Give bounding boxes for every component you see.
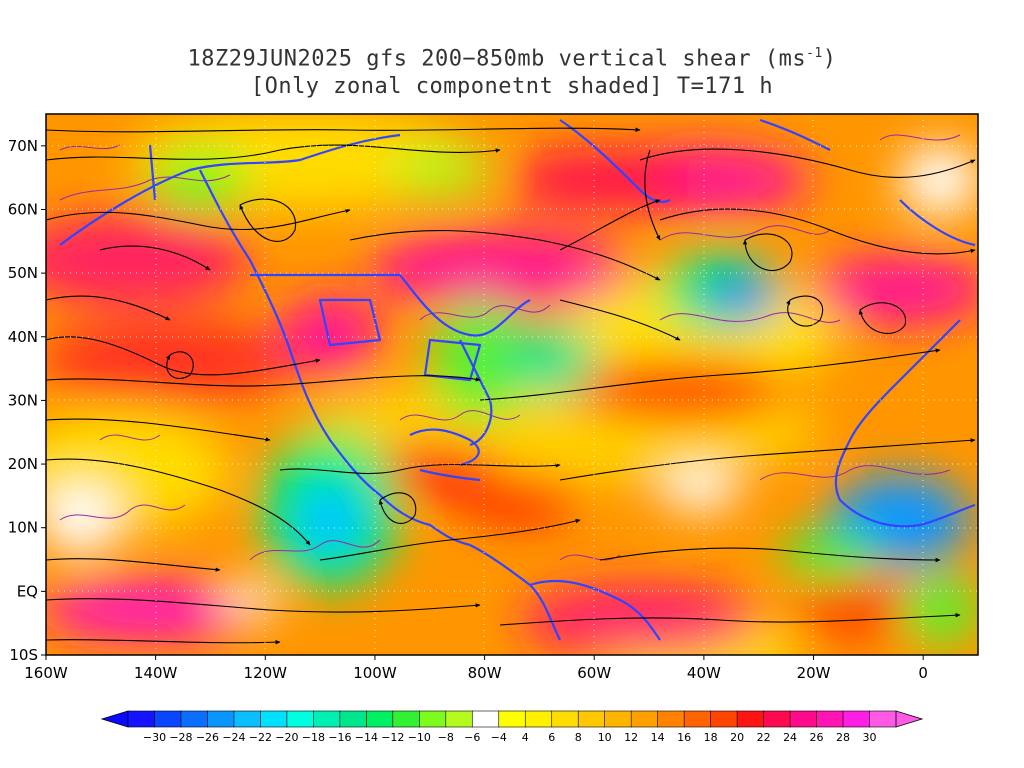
colorbar-label: −8 bbox=[438, 731, 454, 744]
colorbar-swatch bbox=[763, 710, 791, 728]
colorbar-swatch bbox=[577, 710, 606, 728]
lon-tick-label: 0 bbox=[918, 664, 928, 682]
streamlines bbox=[46, 127, 976, 645]
colorbar-swatch bbox=[392, 710, 420, 728]
colorbar-swatch bbox=[816, 710, 844, 728]
colorbar-swatch bbox=[233, 710, 262, 728]
colorbar-swatch bbox=[207, 710, 235, 728]
colorbar-swatch bbox=[630, 710, 659, 728]
colorbar-label: −14 bbox=[355, 731, 378, 744]
colorbar-swatch bbox=[260, 710, 288, 728]
lat-tick-label: 10N bbox=[8, 519, 38, 537]
graticule bbox=[46, 114, 978, 655]
lon-tick-label: 20W bbox=[797, 664, 831, 682]
colorbar-label: 28 bbox=[836, 731, 850, 744]
colorbar-label: 8 bbox=[575, 731, 582, 744]
lon-tick-label: 100W bbox=[353, 664, 397, 682]
colorbar-label: 14 bbox=[651, 731, 665, 744]
lat-tick-label: 30N bbox=[8, 391, 38, 409]
title-close-paren: ) bbox=[822, 46, 837, 72]
colorbar-label: −28 bbox=[169, 731, 192, 744]
colorbar-swatch bbox=[498, 710, 526, 728]
colorbar-label: −22 bbox=[249, 731, 272, 744]
lat-tick-label: 60N bbox=[8, 200, 38, 218]
colorbar-swatch bbox=[710, 710, 738, 728]
longitude-axis: 160W 140W 120W 100W 80W 60W 40W 20W 0 bbox=[24, 655, 928, 682]
colorbar-swatch bbox=[286, 710, 314, 728]
latitude-axis: 70N 60N 50N 40N 30N 20N 10N EQ 10S bbox=[8, 137, 46, 664]
colorbar-label: 20 bbox=[730, 731, 744, 744]
colorbar-label: 12 bbox=[624, 731, 638, 744]
colorbar-right-arrow bbox=[895, 710, 924, 728]
colorbar-swatch bbox=[339, 710, 367, 728]
colorbar: −30 −28 −26 −24 −22 −20 −18 −16 −14 −12 −10 −8 −6 −4 4… bbox=[100, 710, 924, 744]
lat-tick-label: EQ bbox=[17, 582, 38, 600]
colorbar-label: −6 bbox=[464, 731, 480, 744]
colorbar-swatch bbox=[657, 710, 685, 728]
colorbar-swatch bbox=[180, 710, 209, 728]
lon-tick-label: 160W bbox=[24, 664, 68, 682]
colorbar-swatch bbox=[604, 710, 632, 728]
title-unit-exponent: -1 bbox=[806, 46, 823, 61]
colorbar-swatch bbox=[524, 710, 553, 728]
colorbar-swatch bbox=[551, 710, 579, 728]
colorbar-swatch bbox=[789, 710, 818, 728]
colorbar-label: −26 bbox=[196, 731, 219, 744]
colorbar-label: −18 bbox=[302, 731, 325, 744]
lon-tick-label: 60W bbox=[577, 664, 611, 682]
lat-tick-label: 70N bbox=[8, 137, 38, 155]
colorbar-label: 26 bbox=[810, 731, 824, 744]
plot-frame bbox=[45, 113, 979, 656]
lat-tick-label: 50N bbox=[8, 264, 38, 282]
colorbar-swatch bbox=[419, 710, 447, 728]
colorbar-swatch bbox=[313, 710, 341, 728]
colorbar-label: 16 bbox=[677, 731, 691, 744]
lat-tick-label: 10S bbox=[9, 646, 38, 664]
colorbar-label: 18 bbox=[704, 731, 718, 744]
lat-tick-label: 40N bbox=[8, 328, 38, 346]
colorbar-label: 24 bbox=[783, 731, 797, 744]
colorbar-swatch bbox=[127, 710, 156, 728]
colorbar-label: 6 bbox=[548, 731, 555, 744]
colorbar-label: 10 bbox=[598, 731, 612, 744]
title-main-text: 18Z29JUN2025 gfs 200−850mb vertical shea… bbox=[187, 46, 807, 72]
colorbar-swatch bbox=[869, 710, 897, 728]
colorbar-label: 22 bbox=[757, 731, 771, 744]
colorbar-label: −20 bbox=[275, 731, 298, 744]
colorbar-swatch bbox=[445, 710, 473, 728]
colorbar-label: 4 bbox=[522, 731, 529, 744]
lon-tick-label: 40W bbox=[687, 664, 721, 682]
lon-tick-label: 120W bbox=[244, 664, 288, 682]
colorbar-swatch bbox=[471, 710, 500, 728]
colorbar-label: −16 bbox=[328, 731, 351, 744]
colorbar-label: −10 bbox=[408, 731, 431, 744]
colorbar-swatch bbox=[366, 710, 394, 728]
lat-tick-label: 20N bbox=[8, 455, 38, 473]
colorbar-label: −4 bbox=[491, 731, 507, 744]
colorbar-swatch bbox=[154, 710, 182, 728]
colorbar-label: −12 bbox=[381, 731, 404, 744]
colorbar-label: −24 bbox=[222, 731, 245, 744]
title-line-2: [Only zonal componetnt shaded] T=171 h bbox=[250, 74, 774, 99]
colorbar-swatch bbox=[736, 710, 765, 728]
shaded-field bbox=[46, 114, 978, 655]
colorbar-swatch bbox=[842, 710, 871, 728]
title-line-1: 18Z29JUN2025 gfs 200−850mb vertical shea… bbox=[0, 46, 1024, 71]
colorbar-label: −30 bbox=[143, 731, 166, 744]
lon-tick-label: 140W bbox=[134, 664, 178, 682]
colorbar-swatch bbox=[683, 710, 712, 728]
coastlines bbox=[59, 118, 976, 641]
colorbar-left-arrow bbox=[100, 710, 129, 728]
colorbar-label: 30 bbox=[863, 731, 877, 744]
lon-tick-label: 80W bbox=[468, 664, 502, 682]
